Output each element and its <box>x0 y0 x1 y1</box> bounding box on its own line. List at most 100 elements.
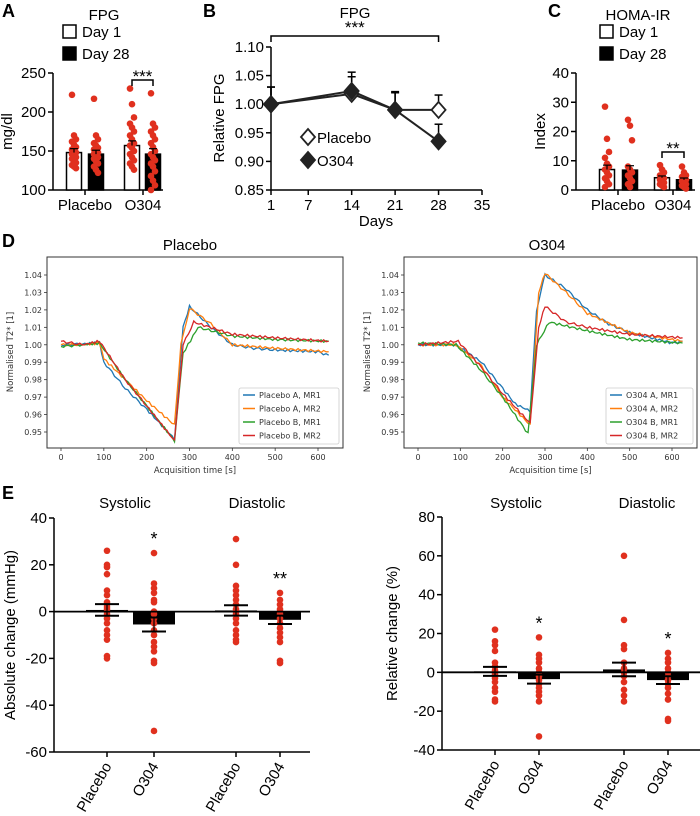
y-tick-label: 0.90 <box>235 153 264 170</box>
y-tick-label: -60 <box>25 744 47 761</box>
data-point <box>103 631 111 639</box>
legend-label: O304 <box>317 153 354 170</box>
data-point <box>491 641 499 649</box>
data-point <box>103 547 111 555</box>
data-point <box>664 696 672 703</box>
y-tick-label: 1.10 <box>235 39 264 56</box>
data-point <box>150 589 158 597</box>
x-tick-label: O304 <box>125 197 162 214</box>
data-point <box>678 163 686 170</box>
x-tick-label: Placebo <box>591 758 633 813</box>
data-point <box>232 638 240 646</box>
x-axis-label: Days <box>359 213 393 230</box>
y-tick-label: 0.95 <box>381 428 399 437</box>
data-point <box>620 645 628 653</box>
y-axis-label: Relative FPG <box>211 73 228 162</box>
data-point <box>126 85 134 92</box>
y-tick-label: 1.00 <box>24 341 42 350</box>
x-tick-label: 600 <box>664 453 679 462</box>
legend-box <box>238 387 340 445</box>
y-tick-label: 1.03 <box>381 288 399 297</box>
data-point <box>130 166 138 174</box>
data-point <box>103 615 111 622</box>
x-tick-label: 0 <box>58 453 63 462</box>
section-label: Diastolic <box>619 495 676 512</box>
y-tick-label: 250 <box>21 65 46 82</box>
y-tick-label: -40 <box>413 742 435 759</box>
chart-title: Placebo <box>163 237 217 254</box>
x-axis-label: Acquisition time [s] <box>154 466 236 476</box>
x-tick-label: 21 <box>387 197 404 214</box>
chart-title: HOMA-IR <box>606 7 671 24</box>
data-point <box>620 616 628 624</box>
data-point <box>232 582 240 590</box>
data-point <box>660 183 668 191</box>
data-point <box>103 627 111 634</box>
data-point <box>276 589 284 597</box>
series-line <box>417 321 683 434</box>
y-tick-label: 40 <box>418 587 435 604</box>
data-point <box>103 655 111 662</box>
significance-label: *** <box>345 18 365 37</box>
legend-swatch <box>62 46 77 61</box>
significance-label: ** <box>666 139 680 158</box>
x-tick-label: 500 <box>268 453 283 462</box>
y-tick-label: 1.01 <box>381 323 399 332</box>
data-point <box>103 563 111 571</box>
data-point <box>276 601 284 608</box>
legend-label: Placebo B, MR1 <box>259 418 321 427</box>
data-point <box>276 638 284 646</box>
data-point <box>620 678 628 686</box>
x-tick-label: 14 <box>343 197 360 214</box>
data-point <box>232 561 240 569</box>
data-point <box>130 114 138 121</box>
significance-label: ** <box>273 569 287 589</box>
y-tick-label: 30 <box>552 94 569 111</box>
y-tick-label: -20 <box>413 703 435 720</box>
x-tick-label: 200 <box>139 453 154 462</box>
significance-label: * <box>664 629 671 649</box>
data-point <box>535 733 543 740</box>
panel-letter: A <box>2 1 15 21</box>
x-tick-label: 100 <box>453 453 468 462</box>
panel-letter: D <box>2 231 15 251</box>
y-axis-label: Relative change (%) <box>384 566 401 701</box>
data-point <box>343 81 360 101</box>
data-point <box>232 591 240 599</box>
data-point <box>601 183 609 191</box>
data-point <box>262 94 280 114</box>
x-tick-label: 400 <box>580 453 595 462</box>
x-tick-label: 35 <box>474 197 491 214</box>
y-tick-label: 0.95 <box>235 125 264 142</box>
series-line <box>60 308 329 425</box>
data-point <box>620 552 628 560</box>
significance-bracket <box>270 35 440 42</box>
series-line <box>417 273 683 425</box>
x-tick-label: 1 <box>267 197 275 214</box>
significance-bracket <box>661 151 685 158</box>
legend-marker <box>299 127 317 147</box>
y-tick-label: 0.99 <box>24 358 42 367</box>
y-tick-label: 20 <box>552 124 569 141</box>
legend-label: O304 B, MR2 <box>626 432 678 441</box>
significance-bracket <box>131 79 154 86</box>
legend-label: O304 B, MR1 <box>626 418 678 427</box>
data-point <box>628 136 636 144</box>
data-point <box>72 164 80 172</box>
y-tick-label: -40 <box>25 697 47 714</box>
x-tick-label: 600 <box>310 453 325 462</box>
data-point <box>150 643 158 650</box>
data-point <box>103 620 111 627</box>
data-point <box>150 584 158 592</box>
data-point <box>626 122 634 129</box>
x-tick-label: O304 <box>655 197 692 214</box>
data-point <box>624 116 632 124</box>
x-tick-label: 28 <box>430 197 447 214</box>
data-point <box>535 659 543 666</box>
legend-swatch <box>599 24 614 39</box>
series-line <box>417 306 683 424</box>
legend-label: O304 A, MR2 <box>626 405 678 414</box>
data-point <box>232 596 240 604</box>
